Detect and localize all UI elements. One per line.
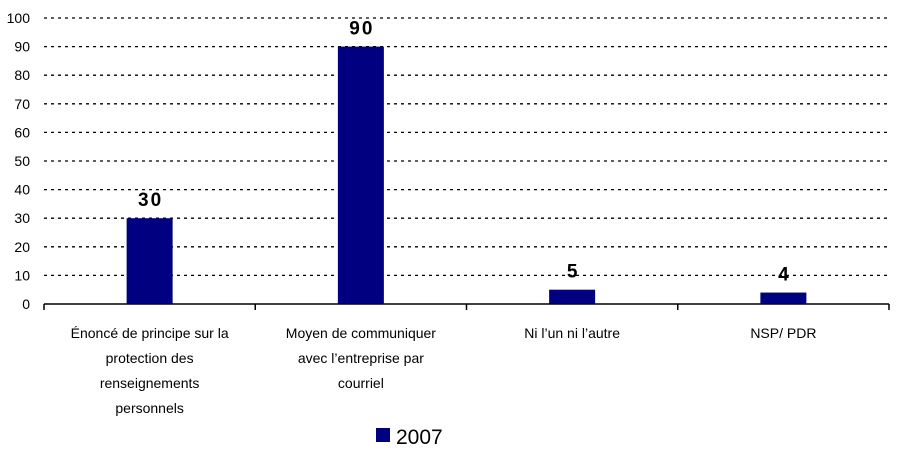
bar [549, 289, 596, 304]
bar [337, 46, 384, 304]
x-category-label: protection des [106, 350, 194, 366]
data-label: 4 [778, 265, 791, 286]
bar [126, 218, 173, 304]
y-tick-label: 100 [7, 10, 31, 26]
y-tick-label: 20 [14, 239, 30, 255]
x-category-label: renseignements [100, 375, 200, 391]
x-category-label: Énoncé de principe sur la [71, 325, 229, 341]
x-category-label: Moyen de communiquer [286, 325, 437, 341]
legend-label: 2007 [396, 426, 443, 449]
x-category-label: NSP/ PDR [750, 325, 816, 341]
y-tick-label: 60 [14, 124, 30, 140]
data-label: 5 [567, 262, 580, 283]
y-tick-label: 80 [14, 67, 30, 83]
bar [760, 292, 807, 304]
x-category-label: Ni l’un ni l’autre [524, 325, 620, 341]
y-tick-label: 50 [14, 153, 30, 169]
y-tick-label: 90 [14, 39, 30, 55]
x-category-label: courriel [338, 375, 384, 391]
y-tick-label: 0 [22, 296, 30, 312]
x-category-label: avec l’entreprise par [298, 350, 424, 366]
data-label: 30 [138, 190, 163, 211]
y-tick-label: 40 [14, 182, 30, 198]
data-label: 90 [349, 19, 374, 40]
y-tick-label: 30 [14, 210, 30, 226]
x-category-label: personnels [115, 400, 184, 416]
y-tick-label: 10 [14, 267, 30, 283]
legend-swatch [376, 428, 390, 442]
y-tick-label: 70 [14, 96, 30, 112]
